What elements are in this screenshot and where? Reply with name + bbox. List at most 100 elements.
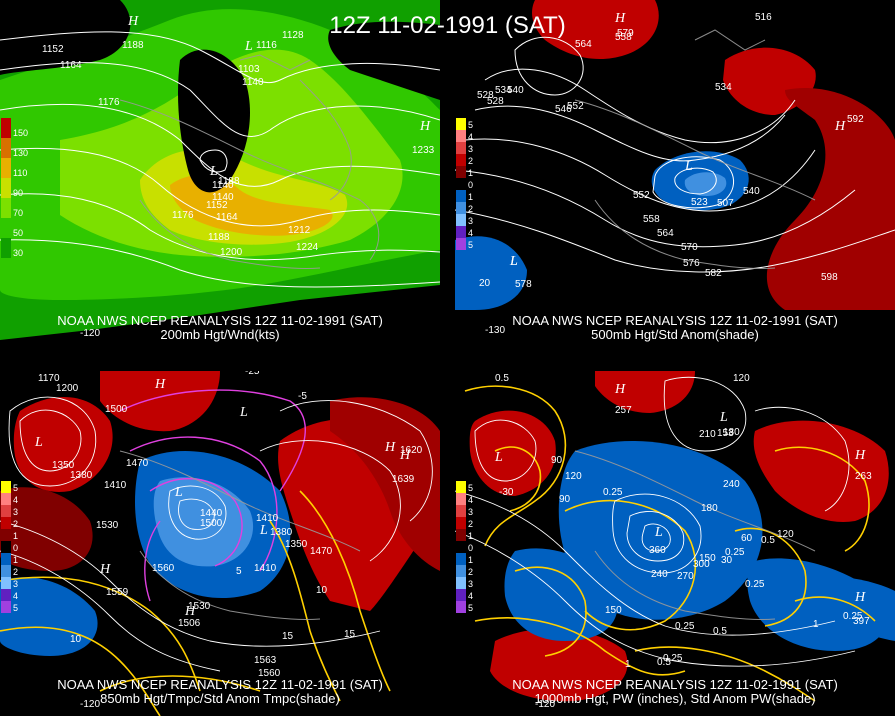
contour-label: 0.25 [603,487,623,498]
colorbar-label: 3 [13,507,18,517]
contour-label: 582 [705,268,722,279]
colorbar-label: 4 [468,228,473,238]
contour-label: 540 [743,186,760,197]
contour-label: 534 [715,82,732,93]
contour-label: 576 [683,258,700,269]
contour-label: 10 [316,585,328,596]
anom-red-east [753,420,889,522]
anom-red-south [490,628,628,702]
center-value-label: 257 [615,405,632,416]
colorbar-label: 110 [13,168,27,178]
panel-title-line2: 1000mb Hgt, PW (inches), Std Anom PW(sha… [534,691,816,706]
low-pressure-marker: L [174,485,183,500]
contour-label: 1152 [42,44,64,55]
contour-label: 1350 [285,539,308,550]
contour-label: 1530 [188,601,211,612]
anom-darkred-east [330,397,440,571]
contour-label: 1620 [400,445,423,456]
colorbar-label: 3 [468,144,473,154]
contour-label: 1380 [70,470,93,481]
colorbar-label: 4 [468,591,473,601]
contour-label: 534 [495,85,512,96]
colorbar-label: 2 [468,519,473,529]
panel-title-200mb: NOAA NWS NCEP REANALYSIS 12Z 11-02-1991 … [0,314,440,342]
low-pressure-marker: L [684,159,693,174]
anom-red-north [100,371,220,432]
contour-label: 528 [487,96,504,107]
contour-label: 120 [733,373,750,384]
colorbar-label: 4 [468,132,473,142]
contour-label: 300 [693,559,710,570]
high-pressure-marker: H [614,382,626,397]
anom-blue-sw [504,548,618,641]
contour-label: 210 [699,429,716,440]
colorbar-label: 50 [13,228,23,238]
center-value-label: 153 [717,428,734,439]
contour-label: 90 [559,494,571,505]
low-pressure-marker: L [209,164,218,179]
panel-title-line1: NOAA NWS NCEP REANALYSIS 12Z 11-02-1991 … [57,677,383,692]
contour-label: 540 [507,85,524,96]
colorbar-850mb [1,481,11,613]
anom-blue-east [805,576,895,641]
contour-label: 1212 [288,225,311,236]
contour-label: 564 [575,39,592,50]
longitude-label: -130 [485,325,505,336]
colorbar-label: 90 [13,188,23,198]
colorbar-label: 1 [468,531,473,541]
center-value-label: 1559 [106,587,129,598]
colorbar-label: 3 [468,507,473,517]
anom-blue-sw [455,236,527,310]
contour-label: 1200 [220,247,243,258]
colorbar-label: 2 [13,567,18,577]
contour-label: 1500 [200,518,223,529]
contour-label: 1 [625,659,631,670]
center-value-label: 578 [515,279,532,290]
contour-label: 0.5 [713,626,727,637]
contour-label: 1200 [56,383,79,394]
contour-label: 120 [777,529,794,540]
high-pressure-marker: H [834,119,846,134]
anom-lightblue [153,477,254,567]
colorbar-label: 4 [13,591,18,601]
contour-label: 1224 [296,242,319,253]
panel-title-line1: NOAA NWS NCEP REANALYSIS 12Z 11-02-1991 … [512,313,838,328]
low-pressure-marker: L [34,435,43,450]
center-value-label: 1506 [178,618,201,629]
contour-label: 0.25 [745,579,765,590]
contour-label: 570 [681,242,698,253]
contour-label: 564 [657,228,674,239]
colorbar-label: 5 [13,483,18,493]
contour-label: 558 [615,32,632,43]
colorbar-label: 70 [13,208,23,218]
colorbar-label: 3 [468,216,473,226]
contour-label: 90 [551,455,563,466]
contour-label: 1380 [270,527,293,538]
colorbar-label: 5 [468,240,473,250]
contour-label: 0.25 [843,611,863,622]
colorbar-label: 1 [468,555,473,565]
panel-title-line2: 850mb Hgt/Tmpc/Std Anom Tmpc(shade) [100,691,340,706]
high-pressure-marker: H [399,448,411,463]
contour-label: 1140 [212,180,234,191]
center-value-label: 507 [717,198,734,209]
high-pressure-marker: H [419,119,431,134]
contour-label: 1176 [172,210,194,221]
center-value-label: 1103 [238,64,260,75]
high-pressure-marker: H [384,440,396,455]
contour-label: 1560 [152,563,175,574]
black-nw [0,0,131,75]
contour-label: 20 [479,278,491,289]
colorbar-label: 3 [13,579,18,589]
colorbar-label: 2 [468,567,473,577]
contour-label: 1152 [206,200,228,211]
center-value-label: 592 [847,114,864,125]
longitude-label: -120 [80,699,100,710]
contour-label: 1188 [218,176,240,187]
contour-label: 180 [723,427,740,438]
colorbar-200mb [1,118,11,258]
contour-label: 1 [813,619,819,630]
colorbar-label: 1 [13,555,18,565]
contour-label: 1170 [38,373,60,384]
